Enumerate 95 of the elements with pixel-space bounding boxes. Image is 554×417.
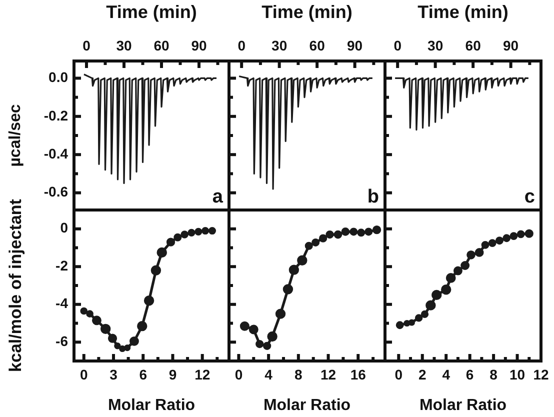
point — [474, 248, 484, 257]
x-tick-label: 60 — [154, 37, 170, 54]
point — [174, 233, 182, 242]
x-axis-title: Molar Ratio — [108, 396, 196, 414]
x-tick-label: 0 — [394, 366, 403, 382]
x-tick-label: 8 — [490, 366, 498, 382]
point — [92, 316, 102, 326]
point — [524, 229, 534, 238]
x-tick-label: 0 — [234, 366, 243, 382]
x-tick-label: 60 — [309, 37, 326, 54]
x-tick-label: 0 — [80, 366, 88, 382]
point — [114, 342, 121, 350]
point — [304, 242, 313, 250]
x-tick-label: 12 — [533, 366, 549, 382]
x-axis-title: Time (min) — [418, 2, 508, 22]
point — [326, 230, 334, 239]
point — [414, 314, 423, 322]
point — [312, 238, 320, 246]
x-tick-label: 4 — [442, 366, 450, 382]
point — [481, 240, 490, 249]
x-tick-label: 30 — [116, 37, 132, 54]
x-tick-label: 30 — [428, 37, 444, 54]
point — [350, 228, 358, 236]
point — [516, 230, 525, 238]
y-tick-label: -0.4 — [44, 145, 68, 162]
point — [396, 321, 404, 330]
point — [318, 234, 328, 242]
point — [180, 230, 188, 238]
x-tick-label: 10 — [509, 366, 526, 382]
point — [372, 225, 382, 234]
x-tick-label: 2 — [418, 366, 426, 382]
y-tick-label: -0.6 — [44, 184, 68, 200]
point — [80, 307, 88, 315]
x-tick-label: 90 — [503, 37, 519, 54]
y-tick-label: -4 — [56, 295, 68, 312]
point — [460, 261, 470, 270]
point — [119, 345, 126, 352]
point — [488, 239, 496, 247]
x-tick-label: 0 — [394, 37, 402, 54]
point — [194, 228, 202, 236]
annotation: b — [367, 186, 379, 208]
annotation: c — [524, 186, 536, 208]
x-tick-label: 60 — [465, 37, 482, 54]
y-tick-label: 0.0 — [48, 69, 68, 86]
point — [129, 336, 139, 346]
x-tick-label: 6 — [466, 366, 474, 382]
point — [341, 228, 350, 236]
point — [240, 321, 250, 331]
x-axis-title: Molar Ratio — [263, 396, 351, 414]
x-tick-label: 3 — [110, 366, 118, 382]
point — [248, 324, 258, 334]
annotation: a — [212, 186, 224, 208]
x-tick-label: 90 — [191, 37, 207, 54]
point — [502, 234, 511, 242]
point — [408, 319, 415, 326]
point — [297, 255, 308, 266]
point — [202, 226, 210, 235]
y-tick-label: -2 — [56, 257, 68, 274]
point — [334, 230, 342, 239]
x-tick-label: 12 — [320, 366, 336, 382]
point — [166, 238, 176, 246]
y-tick-label: 0 — [60, 220, 68, 236]
point — [364, 228, 373, 236]
point — [453, 266, 462, 276]
x-tick-label: 0 — [238, 37, 246, 54]
point — [208, 226, 216, 235]
point — [510, 232, 518, 240]
x-tick-label: 12 — [194, 366, 210, 382]
x-axis-title: Time (min) — [106, 2, 197, 22]
y-tick-label: -0.2 — [44, 107, 68, 124]
x-tick-label: 90 — [347, 37, 363, 54]
point — [256, 340, 264, 348]
point — [262, 342, 272, 350]
x-tick-label: 16 — [350, 366, 366, 382]
y-axis-title: kcal/mole of injectant — [6, 198, 25, 372]
y-tick-label: -6 — [56, 332, 68, 349]
point — [108, 334, 118, 343]
point — [124, 344, 131, 352]
x-tick-label: 6 — [139, 366, 148, 382]
point — [404, 320, 410, 327]
point — [420, 310, 429, 318]
x-axis-title: Molar Ratio — [419, 396, 507, 414]
x-tick-label: 9 — [168, 366, 177, 382]
x-tick-label: 8 — [294, 366, 303, 382]
y-axis-title: µcal/sec — [7, 104, 24, 167]
point — [188, 228, 196, 236]
x-tick-label: 4 — [264, 366, 273, 382]
point — [357, 228, 366, 237]
x-tick-label: 30 — [272, 37, 288, 54]
x-axis-title: Time (min) — [262, 2, 352, 22]
x-tick-label: 0 — [82, 37, 91, 54]
point — [86, 310, 94, 318]
point — [495, 236, 504, 245]
point — [267, 331, 278, 342]
point — [466, 250, 476, 260]
